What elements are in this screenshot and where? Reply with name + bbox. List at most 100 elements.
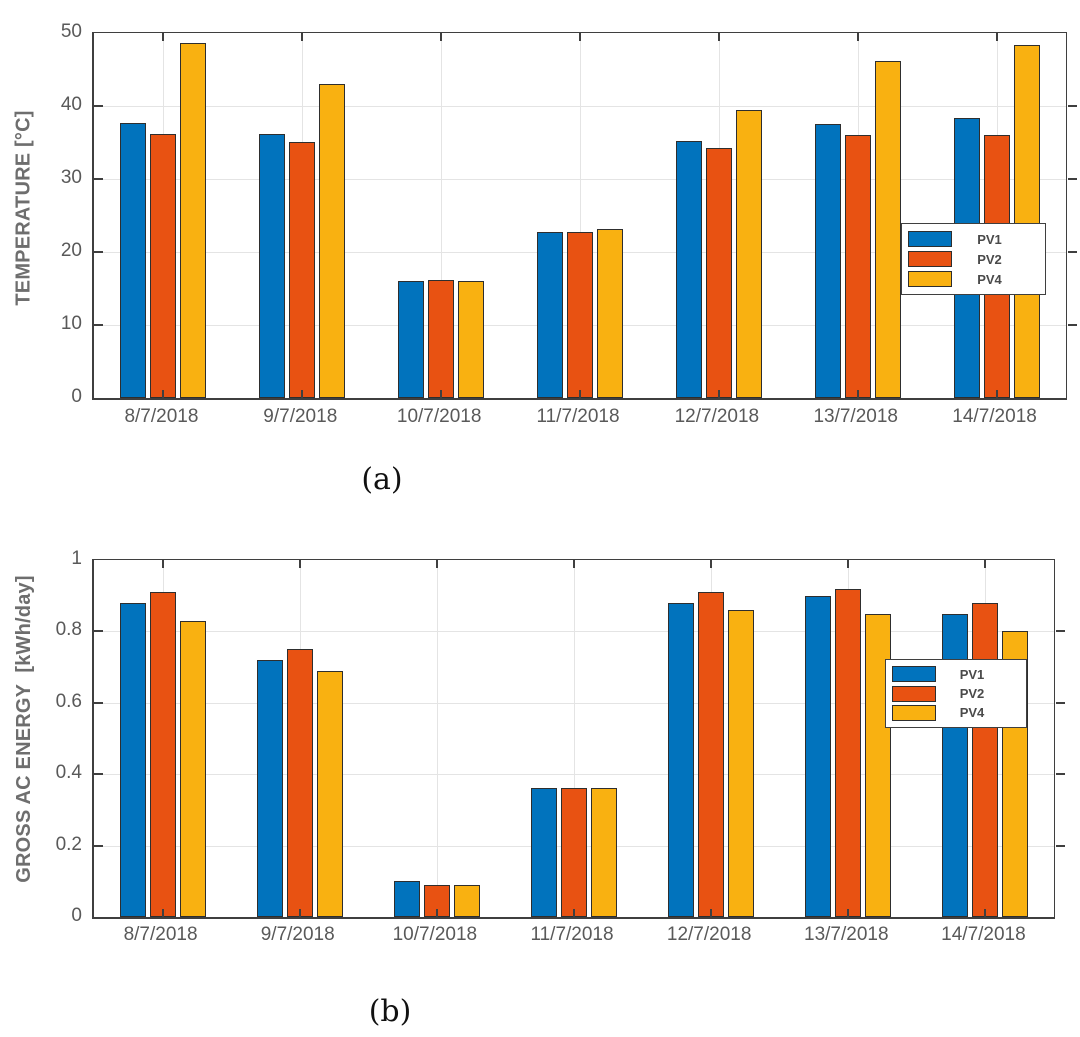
x-tick-mark-top <box>579 33 581 41</box>
x-tick-mark-top <box>573 560 575 568</box>
bar-pv4-4 <box>597 229 623 398</box>
bar-pv1-1 <box>120 122 147 398</box>
x-tick-mark-top <box>856 33 859 41</box>
y-tick-label: 0.6 <box>55 690 82 712</box>
plot-area-energy <box>92 559 1065 919</box>
x-tick-label: 13/7/2018 <box>813 406 898 427</box>
bar-pv2-7 <box>972 602 999 917</box>
bar-pv4-2 <box>319 84 346 398</box>
y-axis-title-temperature: TEMPERATURE [°C] <box>12 110 35 306</box>
bar-pv1-2 <box>256 659 283 917</box>
y-tick-mark-right <box>1068 251 1077 253</box>
bar-pv2-5 <box>705 147 732 398</box>
bar-pv4-6 <box>874 61 901 398</box>
bar-pv4-5 <box>728 609 755 917</box>
legend-label-pv4: PV4 <box>977 271 1002 287</box>
bar-pv4-1 <box>180 43 207 398</box>
y-tick-label: 0 <box>71 905 82 926</box>
legend-swatch-pv2 <box>908 251 952 267</box>
bar-pv1-5 <box>668 602 695 917</box>
y-tick-label: 0.8 <box>55 619 82 641</box>
y-tick-mark-left <box>94 844 103 847</box>
plot-area-temperature <box>92 32 1077 400</box>
y-tick-mark-left <box>94 105 103 107</box>
bar-pv1-6 <box>814 124 841 398</box>
x-tick-mark-bottom <box>984 909 987 917</box>
bar-pv2-1 <box>149 592 176 917</box>
bar-pv4-3 <box>458 281 485 398</box>
bar-pv1-4 <box>531 788 557 917</box>
bar-pv1-6 <box>805 595 832 917</box>
y-axis-title-energy: GROSS AC ENERGY [kWh/day] <box>13 575 35 883</box>
x-tick-label: 10/7/2018 <box>392 924 478 945</box>
bar-pv1-3 <box>398 281 425 398</box>
x-tick-mark-bottom <box>435 909 438 917</box>
x-tick-label: 12/7/2018 <box>674 406 760 427</box>
y-tick-mark-right <box>1068 324 1077 326</box>
y-tick-label: 1 <box>71 548 82 569</box>
x-tick-label: 8/7/2018 <box>123 924 198 945</box>
legend-swatch-pv2 <box>892 685 936 702</box>
legend-label-pv2: PV2 <box>959 686 985 701</box>
bar-pv2-3 <box>428 279 455 398</box>
x-tick-mark-top <box>710 560 713 568</box>
y-tick-mark-left <box>94 178 103 180</box>
y-tick-label: 0.2 <box>55 833 82 855</box>
x-tick-mark-bottom <box>440 390 443 398</box>
y-tick-mark-right <box>1068 105 1077 107</box>
legend-label-pv1: PV1 <box>959 666 985 682</box>
bar-pv2-6 <box>844 135 871 398</box>
bar-pv2-5 <box>698 592 725 917</box>
x-tick-mark-top <box>298 560 301 568</box>
legend-label-pv1: PV1 <box>977 231 1002 247</box>
x-tick-mark-top <box>435 560 438 568</box>
x-tick-label: 14/7/2018 <box>941 924 1026 945</box>
y-tick-mark-right <box>1056 701 1065 704</box>
bar-pv4-4 <box>591 788 617 917</box>
bar-pv4-2 <box>316 670 343 917</box>
bar-pv1-5 <box>675 141 702 398</box>
bar-pv1-4 <box>537 231 563 398</box>
x-gridline <box>580 33 581 398</box>
y-tick-mark-left <box>94 324 103 326</box>
legend-swatch-pv1 <box>908 231 952 247</box>
x-tick-mark-bottom <box>298 909 301 917</box>
x-tick-label: 13/7/2018 <box>804 924 889 945</box>
legend-energy: PV1 PV2 PV4 <box>885 659 1027 728</box>
x-tick-mark-bottom <box>710 909 713 917</box>
legend-row-pv2: PV2 <box>908 251 1039 267</box>
bar-pv2-6 <box>835 588 862 917</box>
y-tick-label: 20 <box>60 240 82 261</box>
x-tick-mark-top <box>301 33 304 41</box>
y-tick-label: 40 <box>60 94 82 115</box>
x-tick-mark-top <box>995 33 998 41</box>
bar-pv4-1 <box>179 620 206 917</box>
y-tick-label: 30 <box>60 167 82 188</box>
x-tick-label: 8/7/2018 <box>124 406 199 427</box>
x-tick-mark-bottom <box>995 390 998 398</box>
legend-label-pv2: PV2 <box>977 251 1002 267</box>
panel-caption-b: (b) <box>368 994 412 1029</box>
x-tick-label: 11/7/2018 <box>536 406 620 427</box>
y-tick-label: 50 <box>60 21 82 42</box>
x-tick-mark-top <box>984 560 987 568</box>
x-tick-label: 11/7/2018 <box>530 924 614 945</box>
y-tick-label: 0.4 <box>55 762 82 784</box>
legend-row-pv4: PV4 <box>908 271 1039 287</box>
x-tick-mark-top <box>847 560 850 568</box>
x-tick-mark-top <box>717 33 720 41</box>
x-gridline <box>436 560 438 917</box>
bar-pv2-2 <box>289 141 316 398</box>
x-tick-mark-bottom <box>717 390 720 398</box>
x-tick-mark-bottom <box>161 909 164 917</box>
x-tick-mark-bottom <box>301 390 304 398</box>
legend-row-pv2: PV2 <box>892 685 1020 702</box>
legend-temperature: PV1 PV2 PV4 <box>901 223 1046 295</box>
x-tick-mark-top <box>440 33 443 41</box>
x-tick-label: 10/7/2018 <box>396 406 482 427</box>
x-tick-label: 14/7/2018 <box>952 406 1037 427</box>
x-tick-mark-bottom <box>162 390 165 398</box>
legend-swatch-pv1 <box>892 666 936 683</box>
x-tick-mark-top <box>161 560 164 568</box>
